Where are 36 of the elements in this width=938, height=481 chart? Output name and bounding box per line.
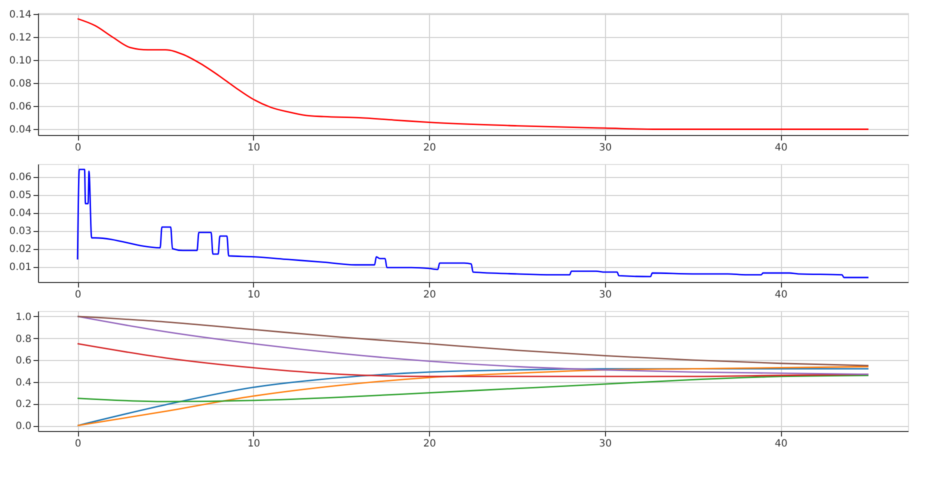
y-tick-label: 0.02: [9, 244, 32, 256]
line-series: [76, 168, 870, 278]
y-tick-label: 0.05: [9, 190, 32, 202]
x-tick-label: 30: [598, 438, 612, 450]
y-tick-label: 0.03: [9, 226, 32, 238]
y-tick-label: 0.6: [16, 356, 32, 367]
line-series: [76, 374, 870, 402]
x-tick-label: 30: [598, 290, 612, 300]
x-tick-label: 0: [74, 142, 82, 154]
x-tick-label: 0: [74, 290, 82, 300]
x-tick-label: 0: [74, 438, 82, 450]
y-tick-label: 0.08: [9, 78, 32, 90]
x-tick-label: 10: [247, 438, 260, 450]
y-tick-label: 0.0: [16, 421, 32, 432]
y-tick-label: 0.01: [9, 262, 32, 274]
y-tick-label: 0.14: [9, 10, 32, 21]
y-tick-label: 0.2: [16, 399, 32, 410]
x-tick-label: 40: [774, 142, 788, 154]
x-tick-label: 20: [423, 142, 436, 154]
y-tick-label: 1.0: [16, 312, 32, 323]
y-tick-label: 0.04: [9, 124, 32, 136]
x-tick-label: 20: [423, 438, 436, 450]
x-tick-label: 40: [774, 438, 788, 450]
y-tick-label: 0.8: [16, 334, 32, 345]
y-tick-label: 0.12: [9, 32, 32, 44]
y-tick-label: 0.10: [9, 56, 32, 67]
y-tick-label: 0.06: [9, 102, 32, 113]
y-tick-label: 0.06: [9, 172, 32, 184]
line-series: [76, 18, 870, 130]
x-tick-label: 10: [247, 290, 260, 300]
x-tick-label: 10: [247, 142, 260, 154]
x-tick-label: 20: [423, 290, 436, 300]
x-tick-label: 30: [598, 142, 612, 154]
y-tick-label: 0.04: [9, 208, 32, 220]
y-tick-label: 0.4: [16, 377, 32, 388]
x-tick-label: 40: [774, 290, 788, 300]
